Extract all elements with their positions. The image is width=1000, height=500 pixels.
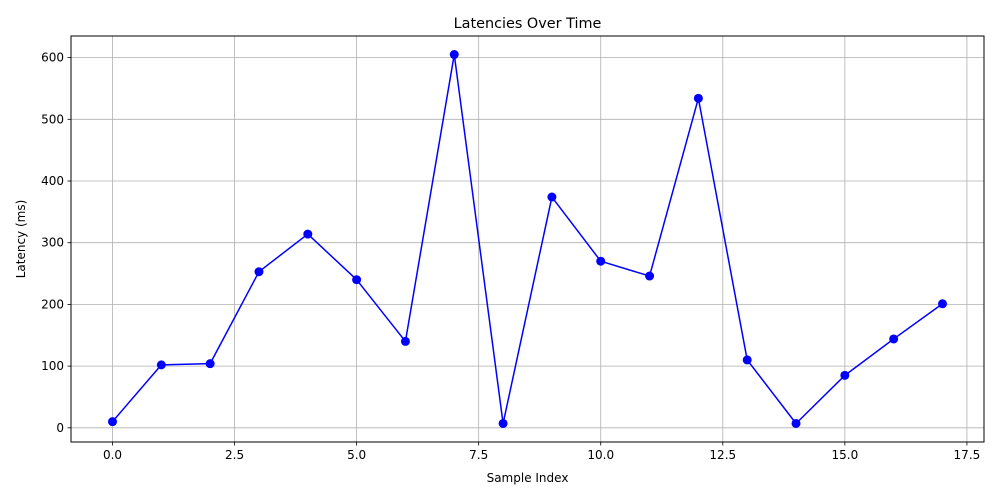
x-tick-label: 7.5 (469, 448, 488, 462)
data-point (889, 334, 899, 344)
data-point (254, 267, 264, 277)
y-tick-label: 300 (41, 236, 64, 250)
x-axis-label: Sample Index (487, 471, 569, 485)
y-tick-label: 200 (41, 297, 64, 311)
y-axis-label: Latency (ms) (14, 200, 28, 279)
x-axis: 0.0 2.5 5.0 7.5 10.0 12.5 15.0 17.5 (103, 442, 980, 462)
data-point (693, 93, 703, 103)
data-point (498, 418, 508, 428)
x-tick-label: 17.5 (954, 448, 981, 462)
data-point (205, 359, 215, 369)
x-tick-label: 12.5 (709, 448, 736, 462)
x-tick-label: 0.0 (103, 448, 122, 462)
x-tick-label: 2.5 (225, 448, 244, 462)
data-point (547, 192, 557, 202)
series-layer (108, 50, 947, 428)
data-point (400, 336, 410, 346)
grid-lines (71, 36, 984, 442)
data-point (352, 275, 362, 285)
data-point (791, 418, 801, 428)
y-tick-label: 500 (41, 112, 64, 126)
y-axis: 0 100 200 300 400 500 600 (41, 51, 71, 435)
plot-area (71, 36, 984, 442)
x-tick-label: 15.0 (831, 448, 858, 462)
y-tick-label: 400 (41, 174, 64, 188)
data-point (156, 360, 166, 370)
plot-frame (70, 35, 985, 443)
y-tick-label: 100 (41, 359, 64, 373)
y-tick-label: 600 (41, 51, 64, 65)
data-point (645, 271, 655, 281)
data-point (303, 229, 313, 239)
data-point (840, 370, 850, 380)
data-point (742, 355, 752, 365)
data-point (596, 256, 606, 266)
series-line (111, 53, 943, 425)
data-point (938, 299, 947, 309)
y-tick-label: 0 (56, 421, 64, 435)
x-tick-label: 10.0 (587, 448, 614, 462)
data-point (449, 50, 459, 60)
chart-title: Latencies Over Time (454, 16, 602, 32)
x-tick-label: 5.0 (347, 448, 366, 462)
data-point (108, 417, 117, 427)
